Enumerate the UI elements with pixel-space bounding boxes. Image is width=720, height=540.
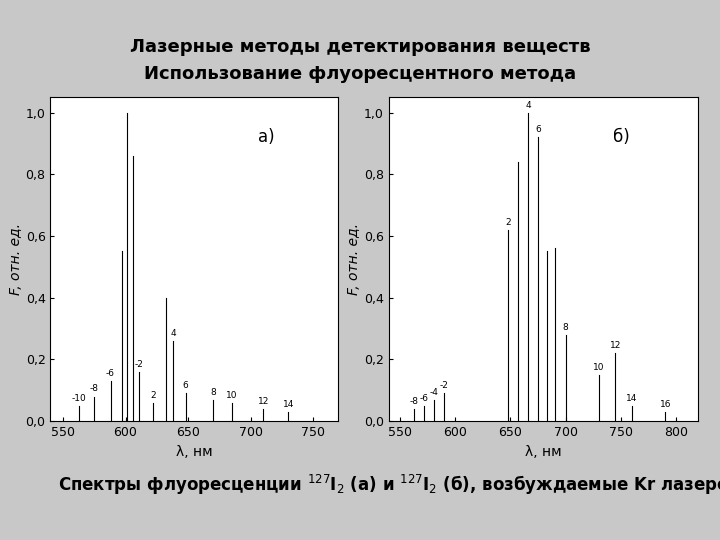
X-axis label: λ, нм: λ, нм	[176, 444, 212, 458]
Text: -6: -6	[106, 369, 115, 378]
Text: -8: -8	[90, 384, 99, 394]
Text: 8: 8	[210, 388, 216, 396]
Text: 6: 6	[535, 125, 541, 134]
Text: Лазерные методы детектирования веществ: Лазерные методы детектирования веществ	[130, 38, 590, 56]
Y-axis label: F, отн. ед.: F, отн. ед.	[347, 223, 361, 295]
Text: 4: 4	[526, 100, 531, 110]
Text: 12: 12	[610, 341, 621, 350]
Text: 6: 6	[183, 381, 189, 390]
Text: 10: 10	[593, 363, 605, 372]
X-axis label: λ, нм: λ, нм	[526, 444, 562, 458]
Text: 2: 2	[505, 218, 511, 227]
Text: 8: 8	[563, 323, 569, 332]
Y-axis label: F, отн. ед.: F, отн. ед.	[9, 223, 23, 295]
Text: -2: -2	[135, 360, 144, 369]
Text: -4: -4	[430, 388, 438, 396]
Text: 4: 4	[171, 329, 176, 338]
Text: 10: 10	[226, 390, 238, 400]
Text: -6: -6	[420, 394, 428, 403]
Text: Использование флуоресцентного метода: Использование флуоресцентного метода	[144, 65, 576, 83]
Text: Спектры флуоресценции $^{127}$I$_2$ (а) и $^{127}$I$_2$ (б), возбуждаемые Kr лаз: Спектры флуоресценции $^{127}$I$_2$ (а) …	[58, 472, 720, 497]
Text: 14: 14	[283, 400, 294, 409]
Text: 16: 16	[660, 400, 671, 409]
Text: б): б)	[613, 128, 629, 146]
Text: -2: -2	[440, 381, 449, 390]
Text: 2: 2	[150, 390, 156, 400]
Text: 14: 14	[626, 394, 638, 403]
Text: 12: 12	[258, 397, 269, 406]
Text: -8: -8	[410, 397, 419, 406]
Text: а): а)	[258, 128, 275, 146]
Text: -10: -10	[72, 394, 86, 403]
